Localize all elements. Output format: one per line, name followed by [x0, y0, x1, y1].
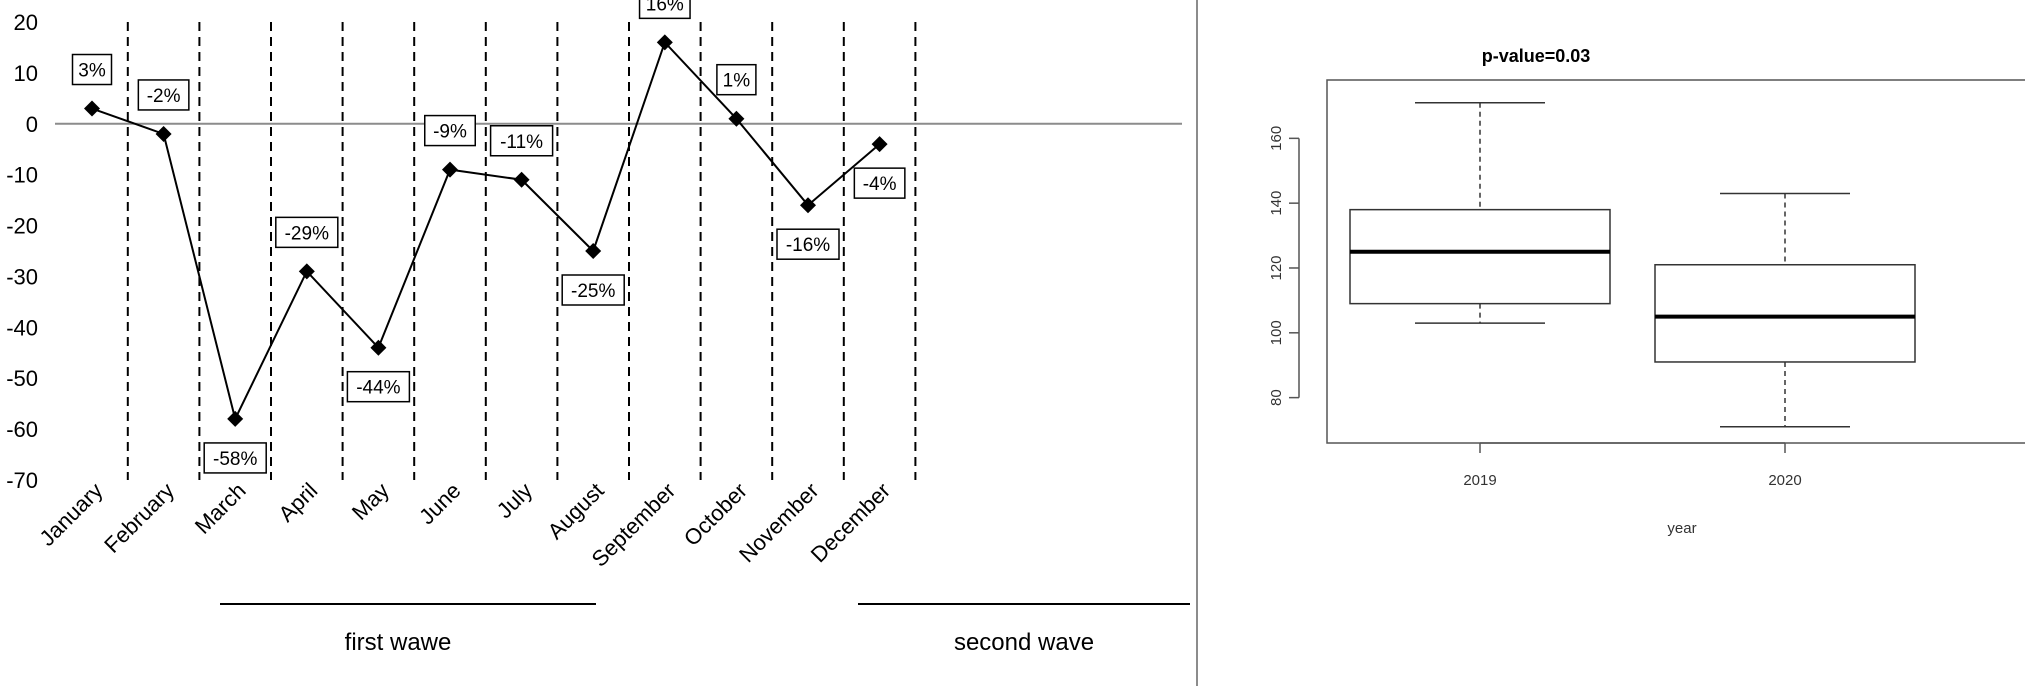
- data-label: -4%: [853, 167, 906, 199]
- data-point-diamond: [370, 339, 387, 356]
- data-labels: 3% -2% -58% -29% -44% -9% -11% -25% 16% 1% -16% -4%: [71, 0, 906, 474]
- x-tick-label: October: [679, 478, 752, 551]
- data-label: -16%: [776, 228, 840, 260]
- panel-divider: [1196, 0, 1198, 686]
- data-label-text: -58%: [213, 449, 257, 470]
- data-label-text: -25%: [571, 281, 615, 302]
- y-tick-label: -20: [6, 214, 38, 239]
- data-point-diamond: [155, 125, 172, 142]
- data-label-box: [853, 167, 906, 199]
- data-label-text: -11%: [500, 132, 543, 153]
- data-label-text: -29%: [285, 223, 329, 244]
- data-label-box: [275, 216, 339, 249]
- data-point-diamond: [728, 110, 745, 127]
- series-line: [91, 40, 881, 422]
- y-tick-label: -40: [6, 315, 38, 340]
- data-label: -9%: [424, 114, 476, 147]
- y-tick-label: 80: [1268, 389, 1285, 406]
- y-tick-label: -30: [6, 264, 38, 289]
- x-tick-label: June: [414, 478, 465, 529]
- y-tick-label: 140: [1268, 191, 1285, 216]
- x-tick-label: 2020: [1768, 472, 1801, 489]
- month-separators: [126, 22, 917, 480]
- data-point-diamond: [585, 243, 602, 259]
- data-label-text: 16%: [646, 0, 684, 15]
- y-tick-label: -70: [6, 468, 38, 493]
- x-tick-label: August: [543, 478, 609, 544]
- data-label-box: [137, 79, 190, 111]
- data-label: -25%: [561, 274, 625, 306]
- box-2019: [1349, 101, 1611, 324]
- data-label: -58%: [203, 442, 267, 474]
- y-tick-label: -10: [6, 163, 38, 188]
- wave-annotations: first wawe second wave: [220, 603, 1190, 656]
- x-tick-label: January: [35, 478, 108, 551]
- box-2020: [1654, 192, 1916, 428]
- x-tick-label: May: [347, 478, 394, 525]
- boxes: [1349, 101, 1916, 428]
- y-axis: 80 100 120 140 160: [1268, 126, 1300, 406]
- data-label-text: 1%: [723, 71, 751, 92]
- y-tick-label: 160: [1268, 126, 1285, 151]
- x-tick-label: March: [190, 478, 251, 539]
- data-label: -2%: [137, 79, 190, 111]
- data-point-diamond: [227, 410, 244, 427]
- x-tick-labels: 2019 2020: [1463, 442, 1802, 489]
- iqr-box: [1349, 208, 1611, 305]
- data-label-box: [71, 53, 113, 86]
- x-tick-label: February: [99, 478, 179, 558]
- data-point-diamond: [84, 100, 100, 117]
- data-label-text: -4%: [863, 174, 897, 195]
- data-label-box: [424, 114, 476, 147]
- data-point-diamond: [442, 161, 458, 178]
- wave-label: first wawe: [345, 629, 452, 656]
- data-label-box: [638, 0, 691, 20]
- data-label: 16%: [638, 0, 691, 20]
- data-label-text: -44%: [356, 378, 400, 399]
- data-label-text: -9%: [433, 122, 467, 143]
- data-label: -44%: [346, 370, 411, 403]
- y-tick-label: 120: [1268, 255, 1285, 280]
- data-point-diamond: [298, 263, 315, 280]
- data-label-box: [489, 125, 554, 157]
- x-axis-label: year: [1667, 520, 1696, 537]
- line-series: [84, 34, 888, 427]
- data-label-box: [716, 63, 757, 96]
- x-tick-label: April: [274, 478, 323, 527]
- data-point-diamond: [513, 171, 530, 188]
- data-label-box: [561, 274, 625, 306]
- x-tick-label: 2019: [1463, 472, 1496, 489]
- y-axis: 20 10 0 -10 -20 -30 -40 -50 -60 -70: [6, 10, 1182, 493]
- y-tick-label: 0: [26, 112, 38, 137]
- iqr-box: [1654, 263, 1916, 363]
- data-label: -29%: [275, 216, 339, 249]
- y-tick-label: -60: [6, 417, 38, 442]
- data-label-box: [203, 442, 267, 474]
- data-label-box: [776, 228, 840, 260]
- data-label-text: -16%: [786, 235, 830, 256]
- y-tick-label: 10: [14, 61, 38, 86]
- data-label-box: [346, 370, 411, 403]
- data-point-diamond: [800, 197, 816, 214]
- y-tick-label: 100: [1268, 320, 1285, 345]
- y-tick-label: -50: [6, 366, 38, 391]
- data-label: 1%: [716, 63, 757, 96]
- data-label-text: 3%: [78, 61, 106, 82]
- wave-label: second wave: [954, 629, 1094, 656]
- monthly-change-line-chart: 20 10 0 -10 -20 -30 -40 -50 -60 -70 3% -2% -58% -29%…: [6, 0, 1190, 656]
- data-point-diamond: [656, 34, 673, 51]
- boxplot-title: p-value=0.03: [1482, 46, 1591, 66]
- data-label: 3%: [71, 53, 113, 86]
- data-label: -11%: [489, 125, 554, 157]
- x-tick-label: July: [492, 478, 537, 523]
- data-label-text: -2%: [147, 86, 181, 107]
- patients-boxplot: p-value=0.03 80 100 120 140 160 2019 2020 yea…: [1268, 46, 2025, 537]
- data-point-diamond: [871, 136, 888, 153]
- y-tick-label: 20: [14, 10, 38, 35]
